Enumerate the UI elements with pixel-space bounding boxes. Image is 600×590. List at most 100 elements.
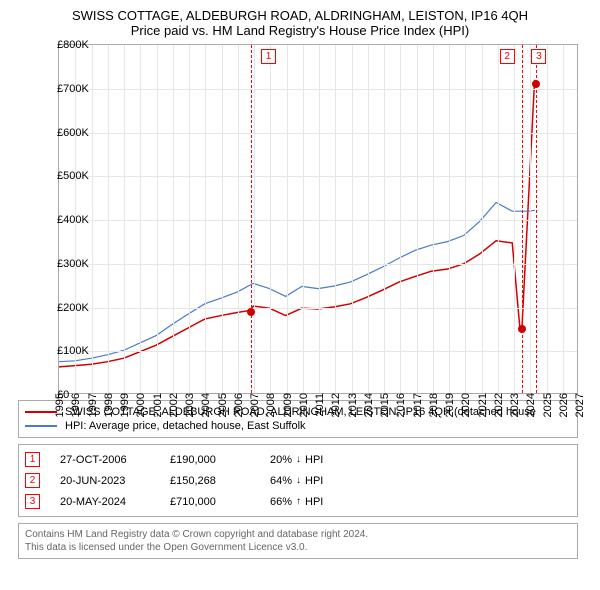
gridline-v	[270, 45, 271, 393]
gridline-v	[563, 45, 564, 393]
y-tick-label: £200K	[57, 302, 59, 314]
marker-badge-2: 2	[500, 49, 515, 64]
event-pct: 66% ↑ HPI	[270, 496, 360, 508]
marker-line-3	[536, 45, 537, 393]
series-line-red	[59, 80, 535, 367]
arrow-up-icon: ↑	[296, 496, 301, 507]
x-tick-label: 1997	[85, 393, 99, 417]
events-box: 127-OCT-2006£190,00020%↓HPI220-JUN-2023£…	[18, 444, 578, 517]
gridline-v	[498, 45, 499, 393]
y-tick-label: £800K	[57, 39, 59, 51]
gridline-v	[92, 45, 93, 393]
gridline-v	[303, 45, 304, 393]
x-tick-label: 2000	[133, 393, 147, 417]
event-row-1: 127-OCT-2006£190,00020%↓HPI	[25, 449, 571, 470]
gridline-v	[189, 45, 190, 393]
marker-dot-3	[532, 80, 540, 88]
gridline-v	[319, 45, 320, 393]
gridline-v	[108, 45, 109, 393]
y-tick-label: £100K	[57, 345, 59, 357]
marker-line-1	[251, 45, 252, 393]
marker-badge-3: 3	[531, 49, 546, 64]
x-tick-label: 2014	[361, 393, 375, 417]
event-pct-suffix: HPI	[305, 475, 323, 487]
gridline-v	[287, 45, 288, 393]
x-tick-label: 1996	[68, 393, 82, 417]
y-tick-label: £600K	[57, 127, 59, 139]
x-tick-label: 2023	[507, 393, 521, 417]
event-pct: 20% ↓ HPI	[270, 454, 360, 466]
gridline-v	[417, 45, 418, 393]
gridline-h	[59, 264, 577, 265]
x-tick-label: 1998	[101, 393, 115, 417]
chart-lines-svg	[59, 45, 577, 393]
gridline-v	[482, 45, 483, 393]
x-tick-label: 2018	[426, 393, 440, 417]
x-tick-label: 2015	[377, 393, 391, 417]
gridline-v	[222, 45, 223, 393]
event-pct-value: 66%	[270, 496, 292, 508]
x-tick-label: 2008	[263, 393, 277, 417]
x-tick-label: 2013	[345, 393, 359, 417]
x-tick-label: 2022	[491, 393, 505, 417]
marker-dot-2	[518, 325, 526, 333]
gridline-v	[465, 45, 466, 393]
x-tick-label: 2026	[556, 393, 570, 417]
gridline-h	[59, 308, 577, 309]
gridline-v	[124, 45, 125, 393]
event-badge: 2	[25, 473, 40, 488]
event-pct-suffix: HPI	[305, 454, 323, 466]
gridline-v	[352, 45, 353, 393]
gridline-h	[59, 351, 577, 352]
event-badge: 1	[25, 452, 40, 467]
gridline-v	[384, 45, 385, 393]
event-price: £710,000	[170, 496, 250, 508]
x-tick-label: 2005	[215, 393, 229, 417]
gridline-v	[433, 45, 434, 393]
y-tick-label: £400K	[57, 214, 59, 226]
gridline-h	[59, 133, 577, 134]
gridline-v	[75, 45, 76, 393]
y-tick-label: £300K	[57, 258, 59, 270]
x-tick-label: 2017	[410, 393, 424, 417]
event-pct-suffix: HPI	[305, 496, 323, 508]
x-tick-label: 2012	[328, 393, 342, 417]
gridline-v	[514, 45, 515, 393]
footer-line-2: This data is licensed under the Open Gov…	[25, 541, 571, 554]
gridline-v	[530, 45, 531, 393]
marker-dot-1	[247, 308, 255, 316]
gridline-v	[205, 45, 206, 393]
event-price: £150,268	[170, 475, 250, 487]
gridline-v	[254, 45, 255, 393]
x-tick-label: 2007	[247, 393, 261, 417]
series-line-blue	[59, 202, 535, 361]
x-tick-label: 1995	[52, 393, 66, 417]
event-pct-value: 64%	[270, 475, 292, 487]
footer-line-1: Contains HM Land Registry data © Crown c…	[25, 528, 571, 541]
arrow-down-icon: ↓	[296, 454, 301, 465]
x-tick-label: 2020	[458, 393, 472, 417]
chart-area: £0£100K£200K£300K£400K£500K£600K£700K£80…	[18, 44, 578, 394]
legend-label-2: HPI: Average price, detached house, East…	[65, 420, 306, 432]
y-tick-label: £700K	[57, 83, 59, 95]
gridline-v	[400, 45, 401, 393]
marker-badge-1: 1	[261, 49, 276, 64]
x-tick-label: 2024	[523, 393, 537, 417]
x-tick-label: 2016	[393, 393, 407, 417]
event-price: £190,000	[170, 454, 250, 466]
marker-line-2	[522, 45, 523, 393]
x-tick-label: 2009	[280, 393, 294, 417]
gridline-v	[449, 45, 450, 393]
gridline-h	[59, 89, 577, 90]
gridline-v	[140, 45, 141, 393]
gridline-v	[547, 45, 548, 393]
arrow-down-icon: ↓	[296, 475, 301, 486]
page-title-line1: SWISS COTTAGE, ALDEBURGH ROAD, ALDRINGHA…	[8, 8, 592, 23]
y-tick-label: £500K	[57, 170, 59, 182]
event-pct-value: 20%	[270, 454, 292, 466]
page-title-line2: Price paid vs. HM Land Registry's House …	[8, 23, 592, 38]
gridline-v	[368, 45, 369, 393]
gridline-v	[173, 45, 174, 393]
event-date: 20-MAY-2024	[60, 496, 150, 508]
x-tick-label: 2003	[182, 393, 196, 417]
